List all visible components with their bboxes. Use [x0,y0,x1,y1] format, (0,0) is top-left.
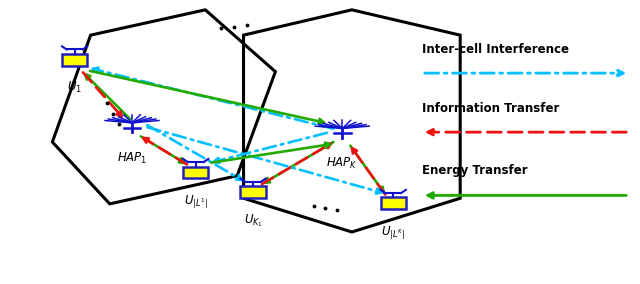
Bar [381,197,406,209]
Text: $U_1$: $U_1$ [67,80,82,95]
Text: Energy Transfer: Energy Transfer [422,164,527,177]
Text: Inter-cell Interference: Inter-cell Interference [422,43,569,56]
Text: $U_{|L^1|}$: $U_{|L^1|}$ [184,193,208,210]
Text: $U_{K_1}$: $U_{K_1}$ [244,212,262,229]
Bar [62,54,87,66]
Bar [183,166,209,178]
Text: $HAP_1$: $HAP_1$ [116,151,147,166]
Text: $U_{|L^K|}$: $U_{|L^K|}$ [381,224,405,241]
Bar [241,186,266,198]
Text: $HAP_K$: $HAP_K$ [326,156,358,171]
Text: Information Transfer: Information Transfer [422,102,559,115]
